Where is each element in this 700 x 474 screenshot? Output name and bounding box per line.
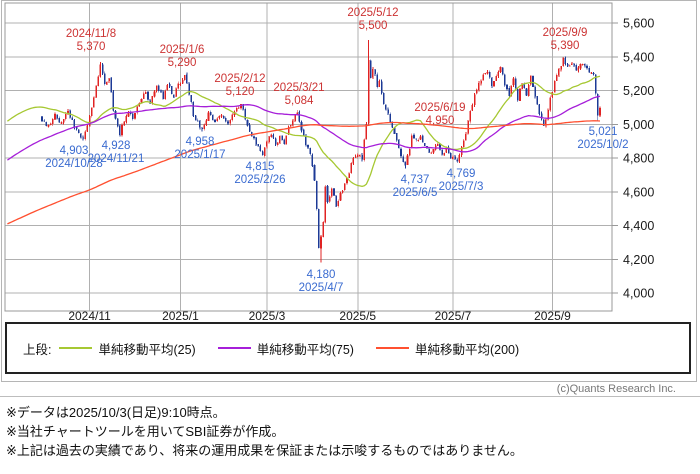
trough-annotation: 4,180 2025/4/7 bbox=[298, 269, 344, 294]
legend-label-sma75: 単純移動平均(75) bbox=[256, 342, 354, 357]
svg-text:4,400: 4,400 bbox=[623, 219, 654, 233]
trough-annotation: 5,021 2025/10/2 bbox=[577, 126, 629, 151]
trough-annotation: 4,958 2025/1/17 bbox=[174, 136, 226, 161]
svg-text:2025/9: 2025/9 bbox=[534, 309, 571, 323]
trough-annotation: 4,737 2025/6/5 bbox=[392, 174, 438, 199]
trough-annotation: 4,769 2025/7/3 bbox=[438, 168, 484, 193]
peak-annotation: 2025/2/12 5,120 bbox=[214, 73, 266, 98]
svg-text:2025/5: 2025/5 bbox=[339, 309, 376, 323]
annotation-layer: 2024/11/8 5,370 2025/1/6 5,290 2025/2/12 5,12… bbox=[2, 1, 696, 323]
trough-annotation: 4,928 2024/11/21 bbox=[87, 140, 145, 165]
footnotes: ※データは2025/10/3(日足)9:10時点。 ※当社チャートツールを用いて… bbox=[6, 403, 523, 460]
peak-annotation: 2025/5/12 5,500 bbox=[347, 7, 399, 32]
legend: 上段: 単純移動平均(25) 単純移動平均(75) 単純移動平均(200) bbox=[5, 322, 691, 374]
peak-annotation: 2025/3/21 5,084 bbox=[273, 82, 325, 107]
trough-annotation: 4,903 2024/10/28 bbox=[45, 145, 103, 170]
trough-annotation: 4,815 2025/2/26 bbox=[234, 161, 286, 186]
svg-text:5,600: 5,600 bbox=[623, 17, 654, 31]
legend-prefix: 上段: bbox=[23, 342, 52, 357]
sma75-line-swatch bbox=[217, 347, 251, 349]
footnote-data-timestamp: ※データは2025/10/3(日足)9:10時点。 bbox=[6, 405, 226, 420]
copyright-row: (c)Quants Research Inc. bbox=[0, 382, 700, 397]
legend-label-sma25: 単純移動平均(25) bbox=[98, 342, 196, 357]
peak-annotation: 2025/1/6 5,290 bbox=[159, 44, 205, 69]
svg-text:2025/1: 2025/1 bbox=[162, 309, 199, 323]
svg-text:2025/7: 2025/7 bbox=[435, 309, 472, 323]
legend-label-sma200: 単純移動平均(200) bbox=[414, 342, 520, 357]
sma200-line-swatch bbox=[375, 347, 409, 349]
footnote-disclaimer: ※上記は過去の実績であり、将来の運用成果を保証または示唆するものではありません。 bbox=[6, 443, 523, 458]
stock-chart-panel: 4,000 4,200 4,400 4,600 4,800 5,000 5,200 5,400… bbox=[1, 0, 697, 382]
footnote-source: ※当社チャートツールを用いてSBI証券が作成。 bbox=[6, 424, 285, 439]
candlestick-chart: 4,000 4,200 4,400 4,600 4,800 5,000 5,200 5,400… bbox=[4, 2, 654, 323]
svg-text:4,800: 4,800 bbox=[623, 152, 654, 166]
copyright-text: (c)Quants Research Inc. bbox=[556, 383, 676, 395]
svg-text:2025/3: 2025/3 bbox=[249, 309, 286, 323]
svg-text:4,200: 4,200 bbox=[623, 253, 654, 267]
svg-text:4,000: 4,000 bbox=[623, 287, 654, 301]
svg-text:2024/11: 2024/11 bbox=[68, 309, 111, 323]
peak-annotation: 2024/11/8 5,370 bbox=[65, 28, 117, 53]
svg-text:5,400: 5,400 bbox=[623, 50, 654, 64]
svg-text:4,600: 4,600 bbox=[623, 185, 654, 199]
svg-text:5,000: 5,000 bbox=[623, 118, 654, 132]
svg-text:5,200: 5,200 bbox=[623, 84, 654, 98]
peak-annotation: 2025/9/9 5,390 bbox=[542, 27, 588, 52]
peak-annotation: 2025/6/19 4,950 bbox=[414, 102, 466, 127]
sma25-line-swatch bbox=[59, 347, 93, 349]
